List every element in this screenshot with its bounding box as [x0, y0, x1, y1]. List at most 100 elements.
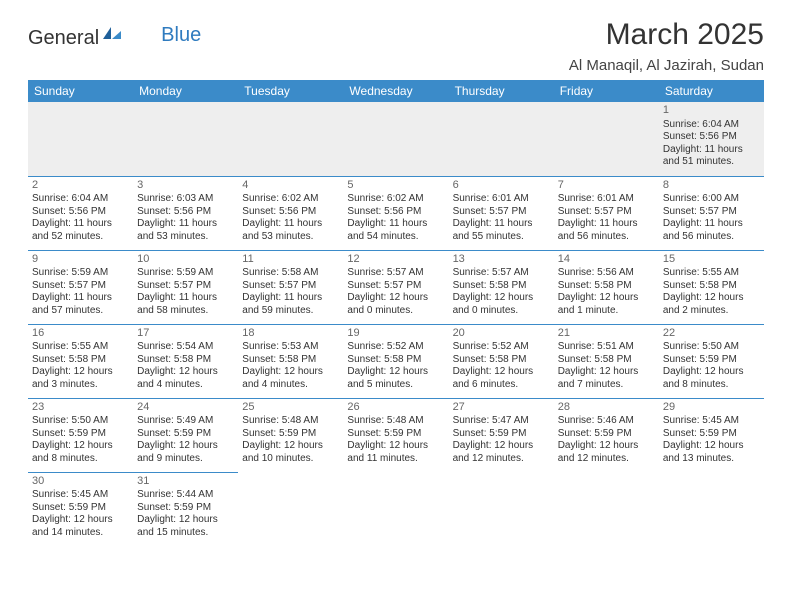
- weekday-header: Sunday: [28, 80, 133, 102]
- day-number: 15: [663, 253, 760, 267]
- day-number: 8: [663, 179, 760, 193]
- sail-icon: [101, 24, 123, 47]
- day-number: 11: [242, 253, 339, 267]
- calendar-day-cell: 14Sunrise: 5:56 AMSunset: 5:58 PMDayligh…: [554, 250, 659, 324]
- day-number: 14: [558, 253, 655, 267]
- day-number: 31: [137, 475, 234, 489]
- day-info: Sunrise: 5:55 AMSunset: 5:58 PMDaylight:…: [663, 267, 760, 317]
- calendar-day-cell: 15Sunrise: 5:55 AMSunset: 5:58 PMDayligh…: [659, 250, 764, 324]
- calendar-day-cell: 16Sunrise: 5:55 AMSunset: 5:58 PMDayligh…: [28, 324, 133, 398]
- calendar-day-cell: [554, 102, 659, 176]
- day-info: Sunrise: 5:58 AMSunset: 5:57 PMDaylight:…: [242, 267, 339, 317]
- calendar-day-cell: 3Sunrise: 6:03 AMSunset: 5:56 PMDaylight…: [133, 176, 238, 250]
- weekday-header: Wednesday: [343, 80, 448, 102]
- header: General Blue March 2025: [28, 18, 764, 53]
- day-info: Sunrise: 6:04 AMSunset: 5:56 PMDaylight:…: [663, 119, 760, 169]
- day-number: 28: [558, 401, 655, 415]
- day-info: Sunrise: 5:50 AMSunset: 5:59 PMDaylight:…: [663, 341, 760, 391]
- calendar-day-cell: 27Sunrise: 5:47 AMSunset: 5:59 PMDayligh…: [449, 398, 554, 472]
- day-info: Sunrise: 6:03 AMSunset: 5:56 PMDaylight:…: [137, 193, 234, 243]
- calendar-day-cell: [554, 472, 659, 546]
- brand-part1: General: [28, 27, 99, 50]
- page-title: March 2025: [606, 18, 764, 52]
- day-number: 25: [242, 401, 339, 415]
- day-info: Sunrise: 6:00 AMSunset: 5:57 PMDaylight:…: [663, 193, 760, 243]
- calendar-page: General Blue March 2025 Al Manaqil, Al J…: [0, 0, 792, 546]
- day-number: 22: [663, 327, 760, 341]
- calendar-day-cell: 11Sunrise: 5:58 AMSunset: 5:57 PMDayligh…: [238, 250, 343, 324]
- calendar-day-cell: 29Sunrise: 5:45 AMSunset: 5:59 PMDayligh…: [659, 398, 764, 472]
- calendar-day-cell: 30Sunrise: 5:45 AMSunset: 5:59 PMDayligh…: [28, 472, 133, 546]
- day-info: Sunrise: 5:51 AMSunset: 5:58 PMDaylight:…: [558, 341, 655, 391]
- day-number: 4: [242, 179, 339, 193]
- calendar-day-cell: [449, 472, 554, 546]
- day-info: Sunrise: 5:52 AMSunset: 5:58 PMDaylight:…: [453, 341, 550, 391]
- day-number: 1: [663, 104, 760, 118]
- location-text: Al Manaqil, Al Jazirah, Sudan: [28, 57, 764, 74]
- calendar-day-cell: 26Sunrise: 5:48 AMSunset: 5:59 PMDayligh…: [343, 398, 448, 472]
- calendar-day-cell: 17Sunrise: 5:54 AMSunset: 5:58 PMDayligh…: [133, 324, 238, 398]
- calendar-day-cell: [238, 102, 343, 176]
- day-info: Sunrise: 5:57 AMSunset: 5:57 PMDaylight:…: [347, 267, 444, 317]
- day-info: Sunrise: 6:01 AMSunset: 5:57 PMDaylight:…: [453, 193, 550, 243]
- calendar-day-cell: 10Sunrise: 5:59 AMSunset: 5:57 PMDayligh…: [133, 250, 238, 324]
- calendar-day-cell: 21Sunrise: 5:51 AMSunset: 5:58 PMDayligh…: [554, 324, 659, 398]
- day-number: 10: [137, 253, 234, 267]
- day-info: Sunrise: 5:57 AMSunset: 5:58 PMDaylight:…: [453, 267, 550, 317]
- calendar-day-cell: [343, 472, 448, 546]
- day-info: Sunrise: 6:04 AMSunset: 5:56 PMDaylight:…: [32, 193, 129, 243]
- title-block: March 2025: [606, 18, 764, 52]
- calendar-day-cell: 25Sunrise: 5:48 AMSunset: 5:59 PMDayligh…: [238, 398, 343, 472]
- day-number: 26: [347, 401, 444, 415]
- calendar-day-cell: [133, 102, 238, 176]
- day-number: 5: [347, 179, 444, 193]
- day-number: 7: [558, 179, 655, 193]
- brand-part2: Blue: [161, 24, 201, 47]
- calendar-day-cell: 2Sunrise: 6:04 AMSunset: 5:56 PMDaylight…: [28, 176, 133, 250]
- calendar-day-cell: 1Sunrise: 6:04 AMSunset: 5:56 PMDaylight…: [659, 102, 764, 176]
- day-info: Sunrise: 5:48 AMSunset: 5:59 PMDaylight:…: [242, 415, 339, 465]
- calendar-table: SundayMondayTuesdayWednesdayThursdayFrid…: [28, 80, 764, 546]
- calendar-day-cell: [343, 102, 448, 176]
- calendar-day-cell: 4Sunrise: 6:02 AMSunset: 5:56 PMDaylight…: [238, 176, 343, 250]
- calendar-day-cell: 5Sunrise: 6:02 AMSunset: 5:56 PMDaylight…: [343, 176, 448, 250]
- calendar-week: 1Sunrise: 6:04 AMSunset: 5:56 PMDaylight…: [28, 102, 764, 176]
- day-info: Sunrise: 5:45 AMSunset: 5:59 PMDaylight:…: [663, 415, 760, 465]
- day-info: Sunrise: 5:59 AMSunset: 5:57 PMDaylight:…: [137, 267, 234, 317]
- day-info: Sunrise: 6:02 AMSunset: 5:56 PMDaylight:…: [347, 193, 444, 243]
- day-number: 9: [32, 253, 129, 267]
- calendar-day-cell: 8Sunrise: 6:00 AMSunset: 5:57 PMDaylight…: [659, 176, 764, 250]
- calendar-day-cell: 24Sunrise: 5:49 AMSunset: 5:59 PMDayligh…: [133, 398, 238, 472]
- calendar-day-cell: 13Sunrise: 5:57 AMSunset: 5:58 PMDayligh…: [449, 250, 554, 324]
- calendar-day-cell: [449, 102, 554, 176]
- day-info: Sunrise: 5:55 AMSunset: 5:58 PMDaylight:…: [32, 341, 129, 391]
- day-info: Sunrise: 6:02 AMSunset: 5:56 PMDaylight:…: [242, 193, 339, 243]
- calendar-day-cell: 22Sunrise: 5:50 AMSunset: 5:59 PMDayligh…: [659, 324, 764, 398]
- day-number: 20: [453, 327, 550, 341]
- day-number: 24: [137, 401, 234, 415]
- weekday-header: Friday: [554, 80, 659, 102]
- day-info: Sunrise: 5:56 AMSunset: 5:58 PMDaylight:…: [558, 267, 655, 317]
- weekday-header: Monday: [133, 80, 238, 102]
- day-info: Sunrise: 5:49 AMSunset: 5:59 PMDaylight:…: [137, 415, 234, 465]
- calendar-week: 2Sunrise: 6:04 AMSunset: 5:56 PMDaylight…: [28, 176, 764, 250]
- day-number: 18: [242, 327, 339, 341]
- day-info: Sunrise: 6:01 AMSunset: 5:57 PMDaylight:…: [558, 193, 655, 243]
- day-number: 2: [32, 179, 129, 193]
- weekday-header-row: SundayMondayTuesdayWednesdayThursdayFrid…: [28, 80, 764, 102]
- weekday-header: Saturday: [659, 80, 764, 102]
- day-number: 16: [32, 327, 129, 341]
- day-number: 13: [453, 253, 550, 267]
- day-info: Sunrise: 5:59 AMSunset: 5:57 PMDaylight:…: [32, 267, 129, 317]
- weekday-header: Tuesday: [238, 80, 343, 102]
- calendar-day-cell: 6Sunrise: 6:01 AMSunset: 5:57 PMDaylight…: [449, 176, 554, 250]
- day-number: 29: [663, 401, 760, 415]
- day-info: Sunrise: 5:46 AMSunset: 5:59 PMDaylight:…: [558, 415, 655, 465]
- day-number: 21: [558, 327, 655, 341]
- calendar-day-cell: 18Sunrise: 5:53 AMSunset: 5:58 PMDayligh…: [238, 324, 343, 398]
- calendar-week: 23Sunrise: 5:50 AMSunset: 5:59 PMDayligh…: [28, 398, 764, 472]
- calendar-day-cell: 20Sunrise: 5:52 AMSunset: 5:58 PMDayligh…: [449, 324, 554, 398]
- day-info: Sunrise: 5:54 AMSunset: 5:58 PMDaylight:…: [137, 341, 234, 391]
- calendar-day-cell: 23Sunrise: 5:50 AMSunset: 5:59 PMDayligh…: [28, 398, 133, 472]
- day-info: Sunrise: 5:48 AMSunset: 5:59 PMDaylight:…: [347, 415, 444, 465]
